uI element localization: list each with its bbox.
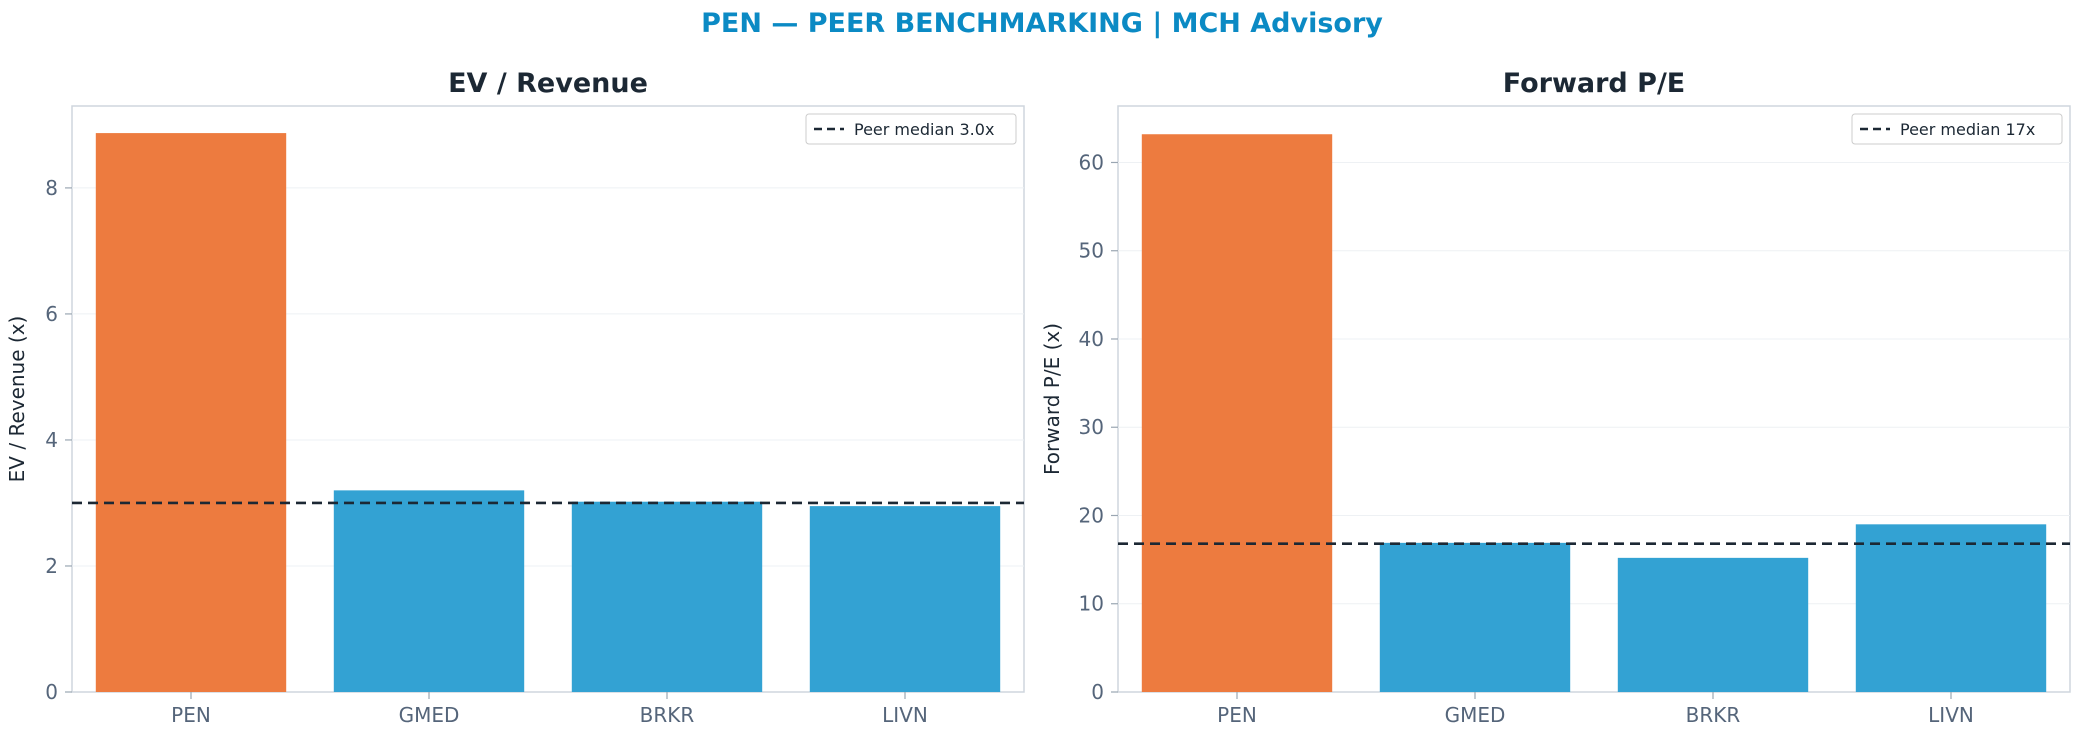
bar-brkr [1617,557,1809,692]
legend-label: Peer median 3.0x [854,120,994,139]
bar-livn [809,506,1001,692]
panel-title: EV / Revenue [448,68,648,99]
legend-label: Peer median 17x [1900,120,2035,139]
y-tick-label: 30 [1079,415,1104,439]
y-tick-label: 10 [1079,592,1104,616]
y-axis-label: EV / Revenue (x) [5,316,29,483]
y-tick-label: 40 [1079,327,1104,351]
bar-pen [1141,134,1333,692]
y-tick-label: 0 [1091,680,1104,704]
y-tick-label: 60 [1079,150,1104,174]
y-tick-label: 8 [45,176,58,200]
bar-pen [95,133,287,693]
panel-title: Forward P/E [1503,68,1686,99]
x-tick-label: GMED [399,703,460,727]
bar-gmed [333,490,525,692]
x-tick-label: PEN [171,703,211,727]
y-tick-label: 6 [45,302,58,326]
y-tick-label: 4 [45,428,58,452]
y-tick-label: 50 [1079,239,1104,263]
y-axis-label: Forward P/E (x) [1040,323,1064,475]
x-tick-label: GMED [1445,703,1506,727]
legend-box [1851,113,2063,145]
x-tick-label: BRKR [1686,703,1741,727]
x-tick-label: BRKR [640,703,695,727]
y-tick-label: 0 [45,680,58,704]
x-tick-label: LIVN [1928,703,1974,727]
x-tick-label: PEN [1217,703,1257,727]
bar-livn [1855,524,2047,692]
figure-title: PEN — PEER BENCHMARKING | MCH Advisory [701,8,1383,39]
bar-brkr [571,501,763,692]
y-tick-label: 2 [45,554,58,578]
bar-gmed [1379,542,1571,692]
y-tick-label: 20 [1079,503,1104,527]
x-tick-label: LIVN [882,703,928,727]
legend-box [805,113,1017,145]
